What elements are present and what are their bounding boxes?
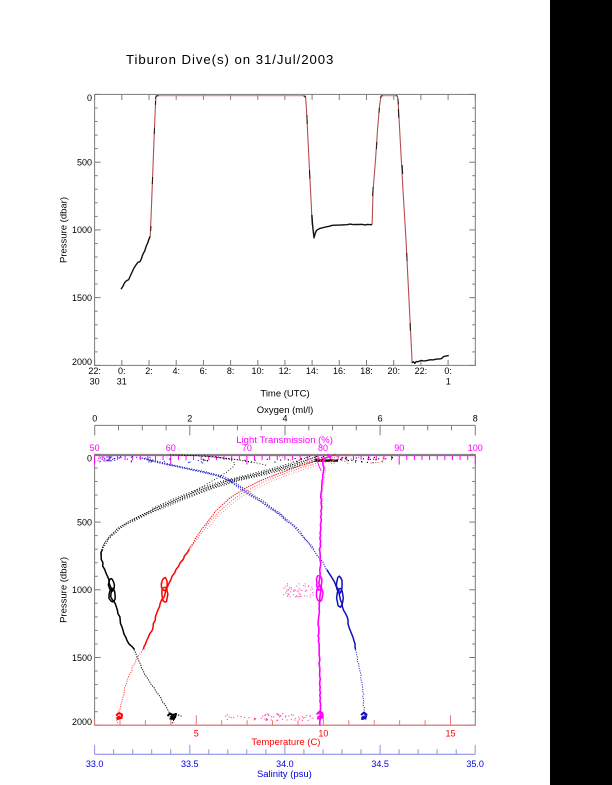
svg-text:500: 500 <box>77 157 92 167</box>
svg-text:0:: 0: <box>444 366 452 376</box>
svg-text:5: 5 <box>194 729 199 739</box>
svg-text:1000: 1000 <box>72 225 92 235</box>
svg-text:22:: 22: <box>415 366 428 376</box>
svg-text:50: 50 <box>90 443 100 453</box>
svg-text:Salinity (psu): Salinity (psu) <box>257 769 312 780</box>
svg-text:10: 10 <box>318 729 328 739</box>
svg-text:0: 0 <box>92 413 97 423</box>
svg-text:34.0: 34.0 <box>276 759 294 769</box>
svg-text:2:: 2: <box>145 366 153 376</box>
svg-text:34.5: 34.5 <box>371 759 389 769</box>
svg-text:Oxygen (ml/l): Oxygen (ml/l) <box>257 405 313 416</box>
svg-text:1: 1 <box>446 376 451 386</box>
svg-text:12:: 12: <box>279 366 292 376</box>
svg-text:70: 70 <box>242 443 252 453</box>
svg-text:4:: 4: <box>172 366 180 376</box>
svg-text:1000: 1000 <box>72 585 92 595</box>
svg-text:33.0: 33.0 <box>86 759 104 769</box>
svg-text:500: 500 <box>77 517 92 527</box>
svg-text:80: 80 <box>318 443 328 453</box>
svg-text:8:: 8: <box>227 366 235 376</box>
svg-text:16:: 16: <box>333 366 346 376</box>
svg-text:35.0: 35.0 <box>466 759 484 769</box>
svg-text:Light Transmission (%): Light Transmission (%) <box>236 435 333 446</box>
svg-text:18:: 18: <box>360 366 373 376</box>
svg-text:1500: 1500 <box>72 653 92 663</box>
svg-text:22:: 22: <box>88 366 101 376</box>
svg-text:8: 8 <box>473 413 478 423</box>
svg-text:31: 31 <box>117 376 127 386</box>
svg-text:0: 0 <box>87 453 92 463</box>
svg-text:2000: 2000 <box>72 717 92 727</box>
svg-text:14:: 14: <box>306 366 319 376</box>
svg-text:20:: 20: <box>387 366 400 376</box>
svg-text:Tiburon Dive(s) on 31/Jul/2003: Tiburon Dive(s) on 31/Jul/2003 <box>126 52 334 67</box>
svg-text:60: 60 <box>166 443 176 453</box>
svg-text:15: 15 <box>445 729 455 739</box>
svg-text:1500: 1500 <box>72 293 92 303</box>
svg-text:0:: 0: <box>118 366 126 376</box>
svg-text:2: 2 <box>187 413 192 423</box>
svg-text:10:: 10: <box>252 366 265 376</box>
svg-text:4: 4 <box>282 413 287 423</box>
svg-text:6: 6 <box>378 413 383 423</box>
svg-text:Temperature (C): Temperature (C) <box>251 737 320 748</box>
svg-text:0: 0 <box>87 93 92 103</box>
svg-text:2000: 2000 <box>72 357 92 367</box>
svg-text:Time (UTC): Time (UTC) <box>260 388 309 399</box>
svg-text:33.5: 33.5 <box>181 759 199 769</box>
svg-text:Pressure (dbar): Pressure (dbar) <box>59 557 70 623</box>
svg-text:Pressure (dbar): Pressure (dbar) <box>59 197 70 263</box>
svg-text:100: 100 <box>468 443 483 453</box>
svg-text:6:: 6: <box>200 366 208 376</box>
svg-text:30: 30 <box>90 376 100 386</box>
svg-text:90: 90 <box>394 443 404 453</box>
